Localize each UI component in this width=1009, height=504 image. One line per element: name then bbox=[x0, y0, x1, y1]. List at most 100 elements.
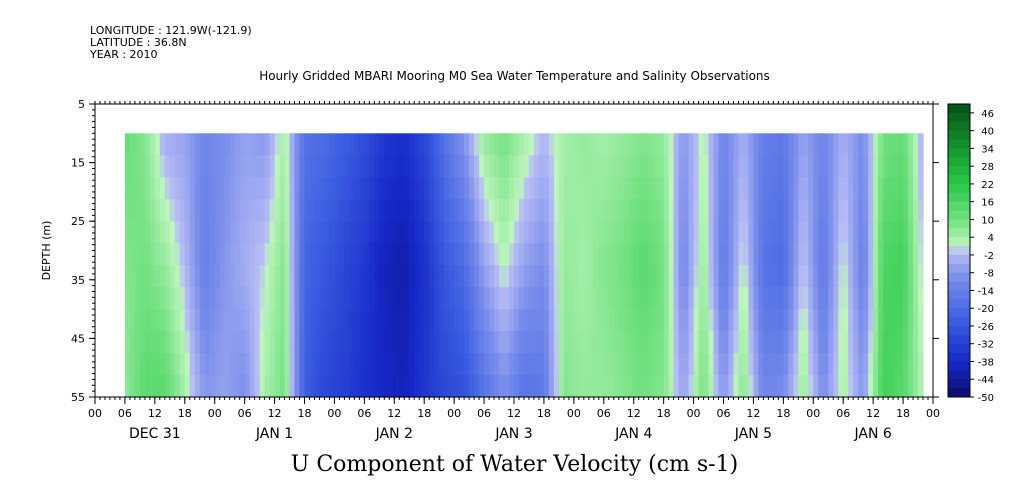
heatmap-cell bbox=[568, 221, 575, 244]
heatmap-cell bbox=[628, 221, 635, 244]
heatmap-cell bbox=[159, 177, 166, 200]
heatmap-cell bbox=[474, 199, 480, 222]
heatmap-cell bbox=[479, 375, 485, 398]
heatmap-cell bbox=[504, 243, 510, 266]
heatmap-cell bbox=[344, 155, 350, 178]
heatmap-cell bbox=[124, 221, 131, 244]
heatmap-cell bbox=[514, 177, 520, 200]
heatmap-cell bbox=[159, 221, 166, 244]
heatmap-cell bbox=[618, 331, 625, 354]
heatmap-cell bbox=[533, 353, 540, 376]
heatmap-cell bbox=[598, 221, 605, 244]
heatmap-cell bbox=[813, 265, 819, 288]
heatmap-cell bbox=[324, 265, 331, 288]
heatmap-cell bbox=[873, 375, 879, 398]
heatmap-cell bbox=[274, 287, 281, 310]
heatmap-cell bbox=[718, 331, 725, 354]
heatmap-cell bbox=[444, 221, 450, 244]
heatmap-cell bbox=[314, 155, 321, 178]
heatmap-cell bbox=[179, 243, 186, 266]
heatmap-cell bbox=[823, 199, 829, 222]
heatmap-cell bbox=[464, 353, 470, 376]
heatmap-cell bbox=[853, 353, 859, 376]
heatmap-cell bbox=[543, 353, 550, 376]
heatmap-cell bbox=[349, 243, 355, 266]
heatmap-cell bbox=[169, 243, 176, 266]
heatmap-cell bbox=[743, 177, 750, 200]
heatmap-cell bbox=[553, 221, 560, 244]
heatmap-cell bbox=[608, 199, 615, 222]
heatmap-cell bbox=[903, 243, 909, 266]
heatmap-cell bbox=[553, 199, 560, 222]
heatmap-cell bbox=[693, 133, 700, 156]
heatmap-cell bbox=[464, 287, 470, 310]
heatmap-cell bbox=[264, 177, 271, 200]
heatmap-cell bbox=[738, 221, 745, 244]
heatmap-cell bbox=[239, 133, 246, 156]
heatmap-cell bbox=[289, 177, 296, 200]
heatmap-cell bbox=[184, 221, 191, 244]
heatmap-cell bbox=[538, 353, 545, 376]
heatmap-cell bbox=[474, 287, 480, 310]
heatmap-cell bbox=[803, 265, 809, 288]
x-day-label: JAN 4 bbox=[614, 426, 652, 442]
heatmap-cell bbox=[279, 221, 286, 244]
heatmap-cell bbox=[603, 353, 610, 376]
heatmap-cell bbox=[329, 353, 336, 376]
heatmap-cell bbox=[743, 155, 750, 178]
heatmap-cell bbox=[888, 199, 894, 222]
heatmap-cell bbox=[878, 331, 884, 354]
heatmap-cell bbox=[154, 133, 161, 156]
heatmap-cell bbox=[269, 133, 276, 156]
heatmap-cell bbox=[499, 199, 505, 222]
heatmap-cell bbox=[703, 155, 710, 178]
heatmap-cell bbox=[424, 331, 430, 354]
heatmap-cell bbox=[284, 353, 291, 376]
heatmap-cell bbox=[848, 375, 854, 398]
heatmap-cell bbox=[803, 177, 809, 200]
heatmap-cell bbox=[578, 265, 585, 288]
heatmap-cell bbox=[803, 221, 809, 244]
heatmap-cell bbox=[678, 221, 685, 244]
heatmap-cell bbox=[838, 287, 844, 310]
heatmap-cell bbox=[813, 221, 819, 244]
heatmap-cell bbox=[833, 133, 839, 156]
heatmap-cell bbox=[693, 309, 700, 332]
heatmap-cell bbox=[464, 133, 470, 156]
heatmap-cell bbox=[563, 265, 570, 288]
heatmap-cell bbox=[603, 221, 610, 244]
heatmap-cell bbox=[848, 177, 854, 200]
heatmap-cell bbox=[424, 287, 430, 310]
heatmap-cell bbox=[678, 199, 685, 222]
heatmap-cell bbox=[808, 265, 814, 288]
heatmap-cell bbox=[628, 133, 635, 156]
heatmap-cell bbox=[553, 177, 560, 200]
heatmap-cell bbox=[419, 155, 425, 178]
heatmap-cell bbox=[883, 287, 889, 310]
heatmap-cell bbox=[858, 155, 864, 178]
heatmap-cell bbox=[124, 331, 131, 354]
heatmap-cell bbox=[823, 331, 829, 354]
heatmap-cell bbox=[643, 265, 650, 288]
heatmap-cell bbox=[543, 243, 550, 266]
heatmap-cell bbox=[334, 221, 341, 244]
heatmap-cell bbox=[229, 375, 236, 398]
heatmap-cell bbox=[394, 155, 400, 178]
heatmap-cell bbox=[489, 375, 495, 398]
heatmap-cell bbox=[394, 177, 400, 200]
heatmap-cell bbox=[798, 199, 804, 222]
heatmap-cell bbox=[683, 331, 690, 354]
heatmap-cell bbox=[244, 221, 251, 244]
heatmap-cell bbox=[798, 331, 804, 354]
heatmap-cell bbox=[618, 199, 625, 222]
heatmap-cell bbox=[803, 331, 809, 354]
heatmap-cell bbox=[848, 331, 854, 354]
heatmap-cell bbox=[768, 243, 774, 266]
heatmap-cell bbox=[668, 243, 675, 266]
colorbar-swatch bbox=[948, 352, 970, 362]
heatmap-cell bbox=[164, 265, 171, 288]
heatmap-cell bbox=[359, 331, 365, 354]
heatmap-cell bbox=[848, 199, 854, 222]
heatmap-cell bbox=[364, 331, 370, 354]
heatmap-cell bbox=[548, 265, 555, 288]
